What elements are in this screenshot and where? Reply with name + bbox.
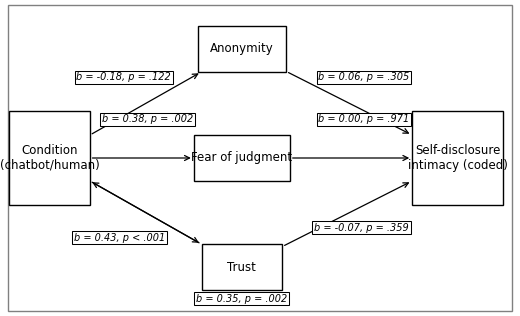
Text: b = 0.35, p = .002: b = 0.35, p = .002 xyxy=(196,294,288,304)
Text: b = 0.43, p < .001: b = 0.43, p < .001 xyxy=(74,233,165,243)
FancyBboxPatch shape xyxy=(198,26,286,72)
Text: b = 0.38, p = .002: b = 0.38, p = .002 xyxy=(101,114,193,125)
Text: Self-disclosure
intimacy (coded): Self-disclosure intimacy (coded) xyxy=(408,144,508,172)
Text: Fear of judgment: Fear of judgment xyxy=(191,151,292,165)
Text: Condition
(chatbot/human): Condition (chatbot/human) xyxy=(0,144,99,172)
Text: b = -0.07, p = .359: b = -0.07, p = .359 xyxy=(314,222,409,233)
Text: b = 0.06, p = .305: b = 0.06, p = .305 xyxy=(318,72,410,82)
Text: b = -0.18, p = .122: b = -0.18, p = .122 xyxy=(76,72,171,82)
FancyBboxPatch shape xyxy=(202,244,282,290)
FancyBboxPatch shape xyxy=(412,111,503,205)
Text: Anonymity: Anonymity xyxy=(210,42,274,56)
Text: b = 0.00, p = .971: b = 0.00, p = .971 xyxy=(318,114,410,125)
FancyBboxPatch shape xyxy=(194,135,290,181)
FancyBboxPatch shape xyxy=(9,111,89,205)
Text: Trust: Trust xyxy=(227,260,256,274)
